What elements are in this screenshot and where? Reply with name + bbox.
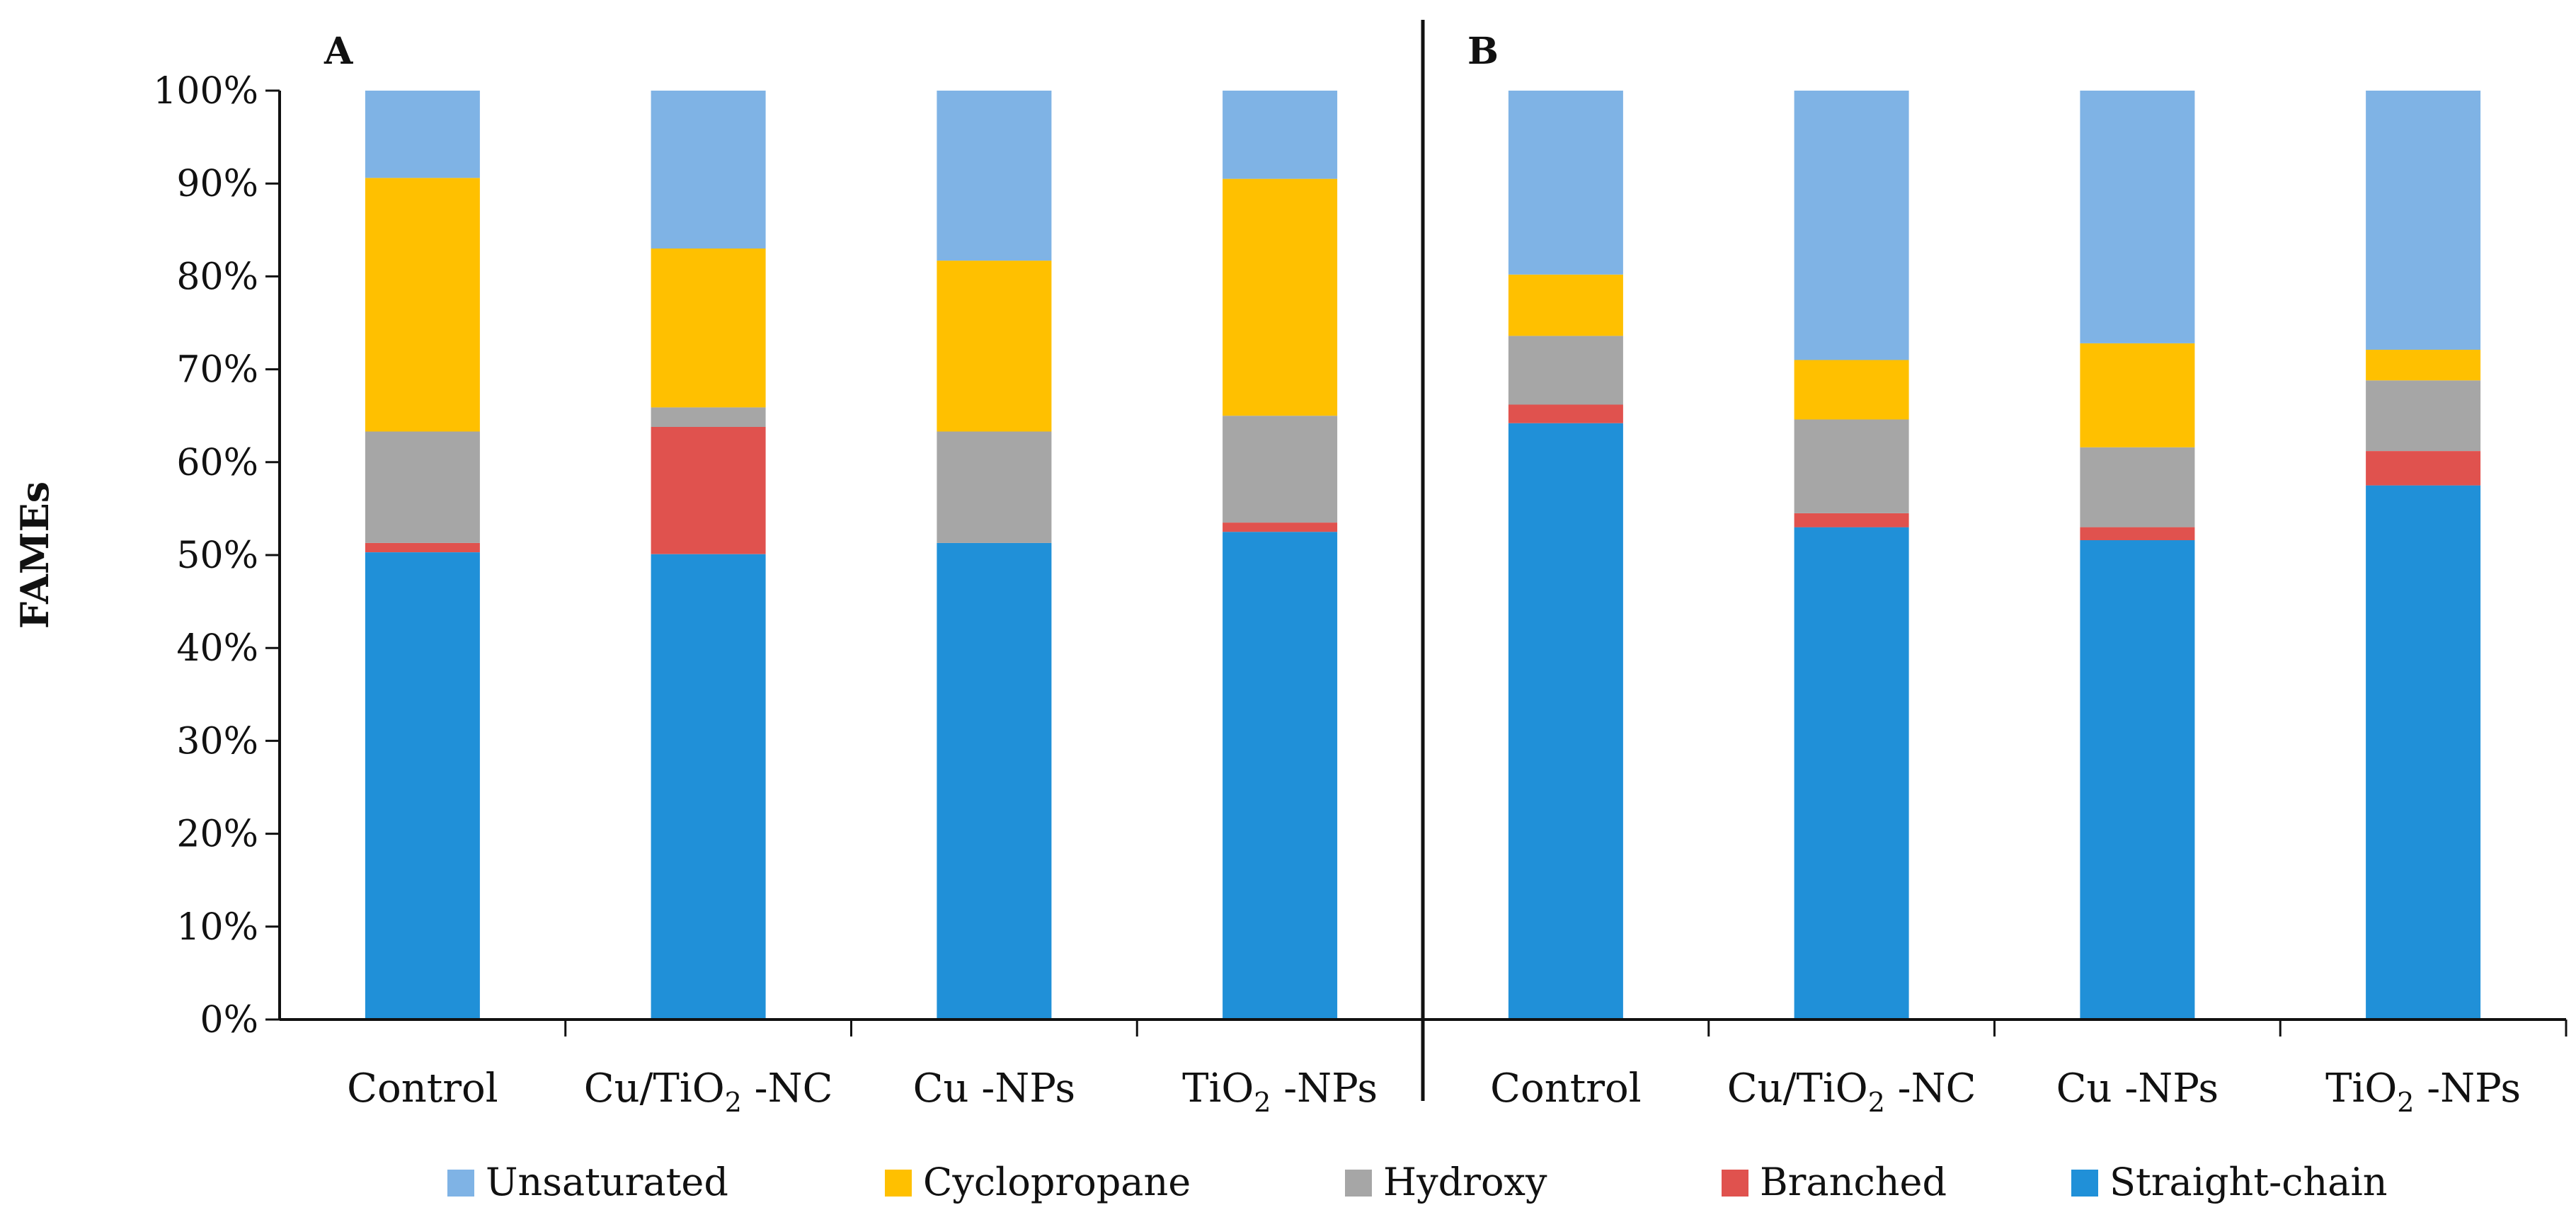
x-tick-label: Cu -NPs bbox=[2056, 1066, 2219, 1112]
bar-a-2-hydroxy bbox=[937, 431, 1052, 543]
legend-item: Branched bbox=[1722, 1160, 1947, 1204]
x-tick-label: Cu/TiO2 -NC bbox=[584, 1066, 833, 1118]
y-tick-label: 50% bbox=[176, 535, 258, 577]
legend-swatch bbox=[885, 1170, 912, 1197]
legend-item: Straight-chain bbox=[2071, 1160, 2388, 1204]
bar-b-2-unsaturated bbox=[2080, 91, 2195, 343]
bar-b-3-cyclopropane bbox=[2366, 350, 2481, 381]
bar-a-0-hydroxy bbox=[365, 431, 480, 543]
bar-b-1-straight-chain bbox=[1794, 527, 1909, 1020]
bar-b-0-unsaturated bbox=[1508, 91, 1623, 275]
legend-swatch bbox=[2071, 1170, 2098, 1197]
bar-b-3-branched bbox=[2366, 451, 2481, 486]
legend-item: Hydroxy bbox=[1345, 1160, 1547, 1204]
x-tick-label: Cu/TiO2 -NC bbox=[1727, 1066, 1976, 1118]
legend-label: Branched bbox=[1760, 1160, 1947, 1204]
bar-b-2-straight-chain bbox=[2080, 540, 2195, 1020]
bar-b-3-straight-chain bbox=[2366, 485, 2481, 1020]
bar-b-3-unsaturated bbox=[2366, 91, 2481, 350]
y-tick-label: 100% bbox=[153, 70, 258, 113]
bar-a-3-cyclopropane bbox=[1223, 178, 1338, 416]
legend-label: Straight-chain bbox=[2110, 1160, 2388, 1204]
legend-label: Hydroxy bbox=[1383, 1160, 1547, 1204]
bar-b-2-cyclopropane bbox=[2080, 343, 2195, 447]
y-tick-label: 90% bbox=[176, 163, 258, 205]
bar-b-2-branched bbox=[2080, 527, 2195, 540]
legend-item: Unsaturated bbox=[447, 1160, 728, 1204]
bar-b-1-unsaturated bbox=[1794, 91, 1909, 360]
bar-b-0-cyclopropane bbox=[1508, 274, 1623, 336]
x-tick-label: Cu -NPs bbox=[913, 1066, 1076, 1112]
bar-b-2-hydroxy bbox=[2080, 447, 2195, 527]
x-tick-label: Control bbox=[347, 1066, 498, 1112]
bar-a-2-cyclopropane bbox=[937, 261, 1052, 432]
bar-a-0-branched bbox=[365, 542, 480, 552]
bar-b-1-cyclopropane bbox=[1794, 360, 1909, 420]
legend-label: Cyclopropane bbox=[923, 1160, 1191, 1204]
x-tick-label: Control bbox=[1490, 1066, 1642, 1112]
legend: Unsaturated Cyclopropane Hydroxy Branched St… bbox=[447, 1160, 2388, 1204]
legend-swatch bbox=[447, 1170, 474, 1197]
x-tick-label: TiO2 -NPs bbox=[1182, 1066, 1378, 1118]
panel-label: A bbox=[324, 30, 353, 73]
bar-b-0-straight-chain bbox=[1508, 423, 1623, 1020]
bar-a-1-unsaturated bbox=[651, 91, 766, 249]
y-tick-label: 60% bbox=[176, 442, 258, 484]
bar-b-0-branched bbox=[1508, 404, 1623, 423]
legend-item: Cyclopropane bbox=[885, 1160, 1191, 1204]
text-layer: Control Cu/TiO2 -NC Cu -NPs TiO2 -NPs A Contr… bbox=[12, 30, 2521, 1118]
bar-a-3-unsaturated bbox=[1223, 91, 1338, 179]
bar-b-1-branched bbox=[1794, 513, 1909, 527]
bar-a-0-cyclopropane bbox=[365, 178, 480, 432]
bar-a-1-straight-chain bbox=[651, 554, 766, 1020]
y-tick-label: 30% bbox=[176, 720, 258, 763]
bar-a-0-straight-chain bbox=[365, 552, 480, 1020]
legend-swatch bbox=[1345, 1170, 1372, 1197]
bar-a-1-cyclopropane bbox=[651, 249, 766, 408]
bar-a-2-unsaturated bbox=[937, 91, 1052, 261]
y-axis-title: FAMEs bbox=[12, 481, 57, 629]
y-tick-label: 80% bbox=[176, 256, 258, 298]
y-tick-label: 10% bbox=[176, 906, 258, 949]
panel-label: B bbox=[1467, 30, 1499, 73]
bar-b-3-hydroxy bbox=[2366, 380, 2481, 451]
axes-layer bbox=[265, 20, 2568, 1101]
bar-b-1-hydroxy bbox=[1794, 419, 1909, 513]
bar-a-0-unsaturated bbox=[365, 91, 480, 178]
x-tick-label: TiO2 -NPs bbox=[2325, 1066, 2521, 1118]
y-tick-label: 70% bbox=[176, 349, 258, 392]
legend-swatch bbox=[1722, 1170, 1748, 1197]
y-tick-label: 0% bbox=[200, 999, 259, 1041]
bars-layer bbox=[365, 91, 2481, 1020]
bar-b-0-hydroxy bbox=[1508, 336, 1623, 405]
y-tick-label: 40% bbox=[176, 627, 258, 670]
bar-a-3-straight-chain bbox=[1223, 532, 1338, 1020]
bar-a-3-branched bbox=[1223, 523, 1338, 532]
legend-label: Unsaturated bbox=[486, 1160, 728, 1204]
bar-a-1-hydroxy bbox=[651, 407, 766, 427]
bar-a-3-hydroxy bbox=[1223, 416, 1338, 523]
bar-a-1-branched bbox=[651, 426, 766, 554]
y-tick-label: 20% bbox=[176, 813, 258, 856]
bar-a-2-straight-chain bbox=[937, 542, 1052, 1020]
